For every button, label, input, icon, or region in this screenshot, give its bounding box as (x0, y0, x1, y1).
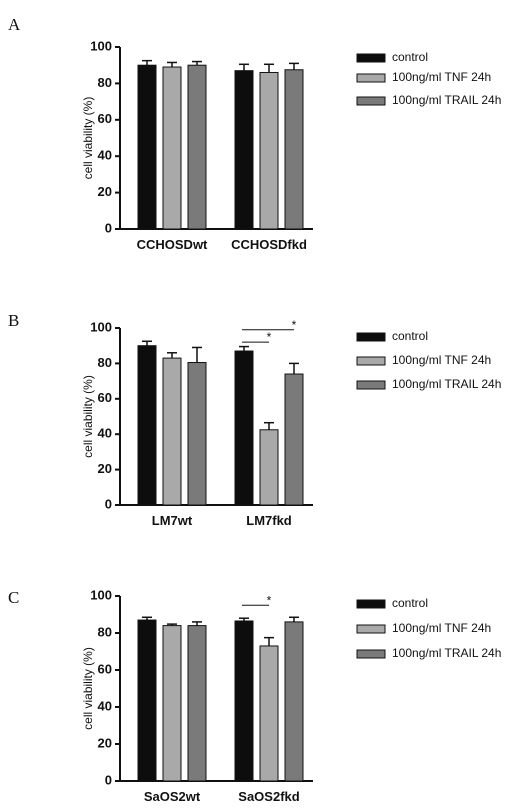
bar (259, 71, 279, 230)
legend-label: 100ng/ml TNF 24h (392, 621, 491, 635)
legend-swatch (356, 599, 386, 609)
legend-swatch (356, 96, 386, 106)
legend-swatch (356, 356, 386, 366)
legend-swatch (356, 53, 386, 63)
y-tick-label: 100 (90, 587, 112, 602)
legend-label: 100ng/ml TRAIL 24h (392, 646, 501, 660)
bar (187, 362, 207, 506)
legend-label: 100ng/ml TNF 24h (392, 353, 491, 367)
significance-star: * (267, 330, 272, 344)
legend-label: 100ng/ml TRAIL 24h (392, 377, 501, 391)
legend-label: 100ng/ml TRAIL 24h (392, 93, 501, 107)
bar (259, 645, 279, 782)
y-tick-label: 80 (98, 355, 112, 370)
y-tick-label: 20 (98, 461, 112, 476)
bar (137, 619, 157, 782)
panel-letter: C (8, 588, 19, 607)
chart-panel-a: A 0 20 40 60 80 100 cell viability (%) CCHOSDwt C… (8, 15, 501, 252)
bar (284, 373, 304, 506)
bar (162, 357, 182, 506)
legend-swatch (356, 332, 386, 342)
bar (187, 64, 207, 230)
y-axis-label: cell viability (%) (81, 375, 95, 458)
legend-swatch (356, 380, 386, 390)
bar (234, 70, 254, 230)
bar (234, 620, 254, 782)
y-tick-label: 40 (98, 426, 112, 441)
y-tick-label: 40 (98, 148, 112, 163)
y-tick-label: 20 (98, 735, 112, 750)
y-tick-label: 80 (98, 75, 112, 90)
y-tick-label: 100 (90, 38, 112, 53)
bar (137, 64, 157, 230)
y-tick-label: 0 (105, 772, 112, 787)
y-tick-label: 0 (105, 220, 112, 235)
panel-letter: A (8, 15, 21, 34)
bar (259, 429, 279, 506)
category-label: CCHOSDwt (137, 237, 208, 252)
y-tick-label: 20 (98, 184, 112, 199)
significance-star: * (267, 593, 272, 607)
y-tick-label: 0 (105, 496, 112, 511)
significance-star: * (292, 318, 297, 332)
y-tick-label: 100 (90, 319, 112, 334)
legend-swatch (356, 624, 386, 634)
bar (284, 621, 304, 782)
y-tick-label: 60 (98, 390, 112, 405)
bar (234, 350, 254, 506)
chart-panel-b: B 0 20 40 60 80 100 cell viability (%) LM7wt LM7f… (8, 311, 501, 528)
legend-label: control (392, 596, 428, 610)
y-tick-label: 60 (98, 661, 112, 676)
legend-label: control (392, 50, 428, 64)
panel-letter: B (8, 311, 19, 330)
legend-label: control (392, 329, 428, 343)
bar (284, 69, 304, 230)
bar (162, 66, 182, 230)
y-axis-label: cell viability (%) (81, 647, 95, 730)
bar (162, 625, 182, 782)
legend-swatch (356, 649, 386, 659)
legend-label: 100ng/ml TNF 24h (392, 70, 491, 84)
category-label: LM7fkd (246, 513, 292, 528)
chart-panel-c: C 0 20 40 60 80 100 cell viability (%) SaOS2wt Sa… (8, 587, 501, 804)
category-label: SaOS2fkd (238, 789, 299, 804)
y-tick-label: 80 (98, 624, 112, 639)
legend-swatch (356, 73, 386, 83)
bar (187, 625, 207, 782)
y-tick-label: 40 (98, 698, 112, 713)
category-label: LM7wt (152, 513, 193, 528)
bar (137, 345, 157, 506)
category-label: CCHOSDfkd (231, 237, 307, 252)
y-tick-label: 60 (98, 111, 112, 126)
category-label: SaOS2wt (144, 789, 201, 804)
y-axis-label: cell viability (%) (81, 97, 95, 180)
